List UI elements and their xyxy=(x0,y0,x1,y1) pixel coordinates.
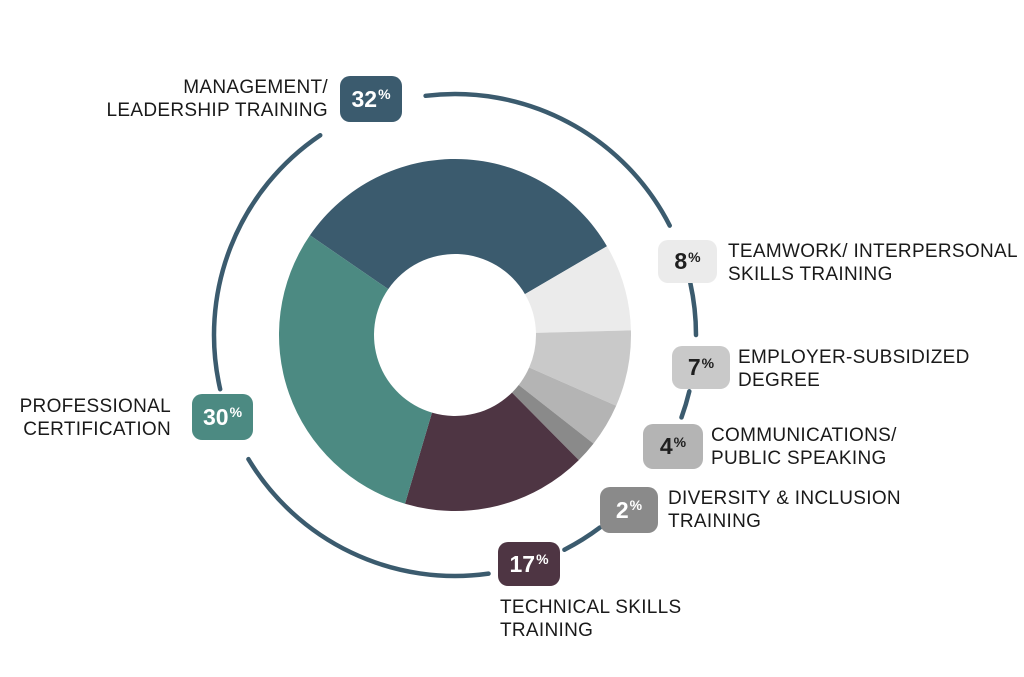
percent-badge-communications-public-speaking: 4% xyxy=(643,424,703,469)
donut-slice-communications-public-speaking xyxy=(518,367,617,444)
callout-label-line: COMMUNICATIONS/ xyxy=(711,425,897,446)
callout-label-line: DIVERSITY & INCLUSION xyxy=(668,488,901,509)
callout-label-line: TECHNICAL SKILLS xyxy=(500,597,682,618)
callout-label-employer-subsidized-degree: EMPLOYER-SUBSIDIZED DEGREE xyxy=(738,346,970,392)
percent-badge-management-leadership-training: 32% xyxy=(340,76,402,122)
donut-slice-diversity-inclusion-training xyxy=(511,384,594,461)
percent-value: 7 xyxy=(687,354,701,380)
percent-badge-professional-certification: 30% xyxy=(192,394,253,440)
percent-badge-employer-subsidized-degree: 7% xyxy=(672,346,730,389)
callout-label-line: DEGREE xyxy=(738,370,821,391)
percent-value: 32 xyxy=(351,85,378,112)
decorative-ring-segment xyxy=(423,91,672,228)
callout-label-line: TRAINING xyxy=(500,620,594,641)
callout-label-line: CERTIFICATION xyxy=(23,419,171,440)
percent-sign: % xyxy=(673,433,687,450)
callout-label-line: EMPLOYER-SUBSIDIZED xyxy=(738,347,970,368)
callout-label-management-leadership-training: MANAGEMENT/LEADERSHIP TRAINING xyxy=(107,76,328,122)
callout-label-technical-skills-training: TECHNICAL SKILLS TRAINING xyxy=(500,596,682,642)
percent-sign: % xyxy=(378,86,391,102)
callout-label-line: TEAMWORK/ INTERPERSONAL xyxy=(728,241,1018,262)
percent-value: 2 xyxy=(615,496,629,523)
percent-badge-technical-skills-training: 17% xyxy=(498,542,560,586)
callout-label-teamwork-interpersonal-skills-training: TEAMWORK/ INTERPERSONAL SKILLS TRAINING xyxy=(728,240,1018,286)
donut-slice-teamwork-interpersonal-skills-training xyxy=(524,246,631,333)
percent-sign: % xyxy=(629,497,643,513)
percent-sign: % xyxy=(229,404,243,420)
callout-label-line: TRAINING xyxy=(668,511,762,532)
donut-slice-technical-skills-training xyxy=(405,392,579,511)
decorative-ring-segment xyxy=(562,525,603,552)
percent-value: 30 xyxy=(202,403,229,430)
percent-sign: % xyxy=(688,248,701,265)
callout-label-line: LEADERSHIP TRAINING xyxy=(106,100,328,121)
donut-slice-management-leadership-training xyxy=(309,158,607,295)
callout-label-line: MANAGEMENT/ xyxy=(183,77,328,98)
percent-sign: % xyxy=(536,551,549,567)
donut-slice-professional-certification xyxy=(278,235,432,504)
callout-label-communications-public-speaking: COMMUNICATIONS/PUBLIC SPEAKING xyxy=(711,424,897,470)
callout-label-line: SKILLS TRAINING xyxy=(728,264,893,285)
percent-value: 17 xyxy=(509,550,536,577)
percent-value: 8 xyxy=(674,248,688,274)
callout-label-line: PROFESSIONAL xyxy=(19,396,171,417)
percent-value: 4 xyxy=(659,433,673,459)
decorative-ring-segment xyxy=(679,389,692,420)
callout-label-line: PUBLIC SPEAKING xyxy=(711,448,887,469)
percent-badge-diversity-inclusion-training: 2% xyxy=(600,487,658,533)
decorative-ring-segment xyxy=(211,132,323,392)
percent-badge-teamwork-interpersonal-skills-training: 8% xyxy=(658,240,717,283)
percent-sign: % xyxy=(701,354,715,371)
callout-label-diversity-inclusion-training: DIVERSITY & INCLUSION TRAINING xyxy=(668,487,901,533)
callout-label-professional-certification: PROFESSIONAL CERTIFICATION xyxy=(20,395,171,441)
donut-slice-employer-subsidized-degree xyxy=(529,330,632,406)
decorative-ring-segment xyxy=(688,280,699,338)
decorative-ring-segment xyxy=(246,456,491,579)
